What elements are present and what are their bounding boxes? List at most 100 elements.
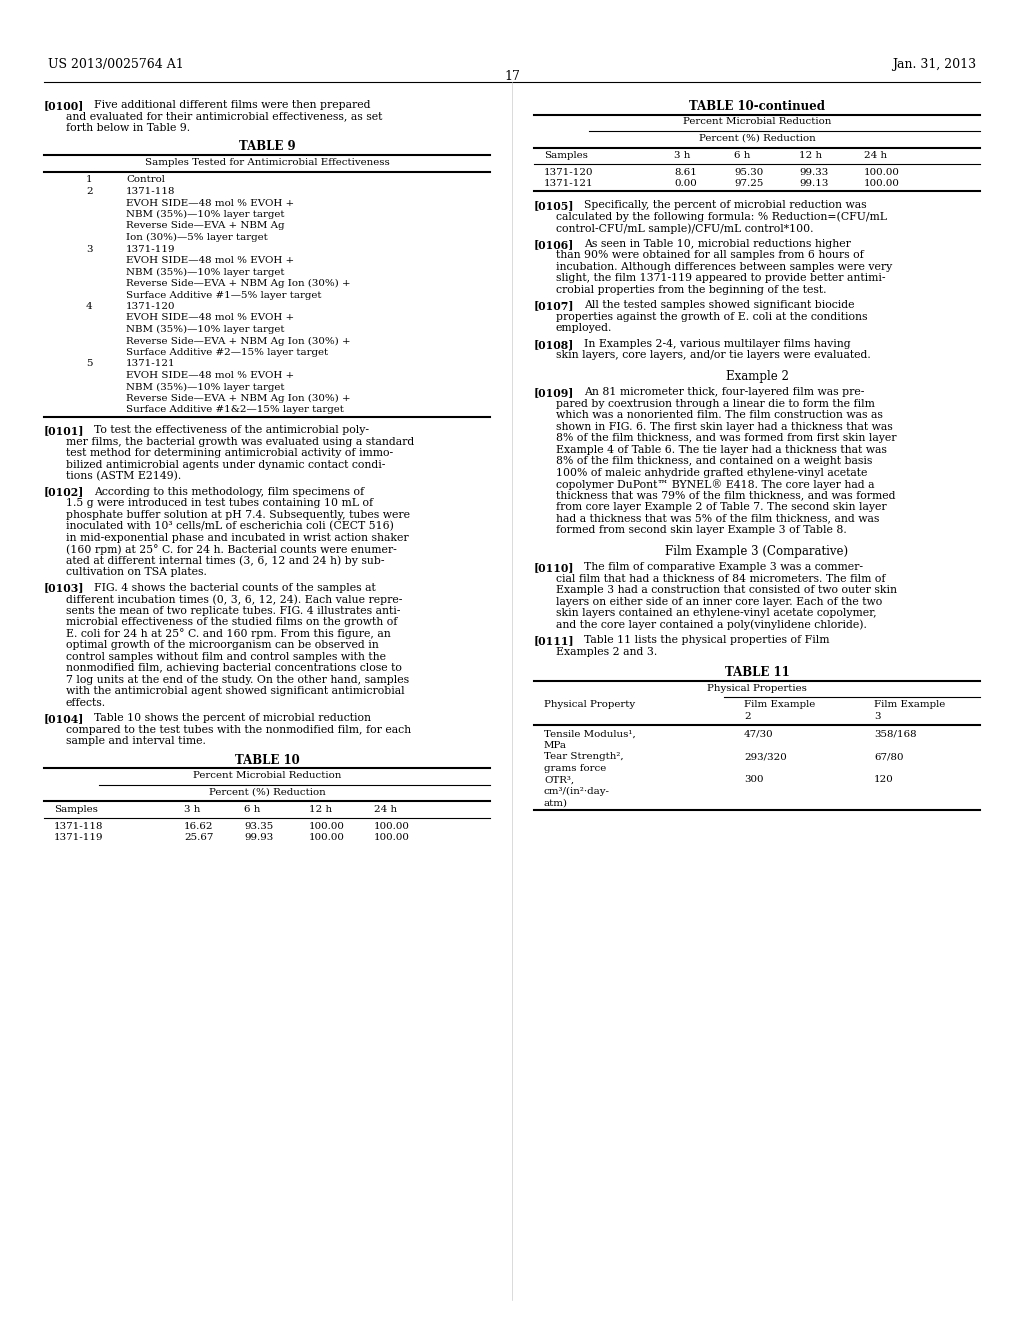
Text: thickness that was 79% of the film thickness, and was formed: thickness that was 79% of the film thick… <box>556 491 896 500</box>
Text: 100.00: 100.00 <box>864 180 900 189</box>
Text: 1371-118: 1371-118 <box>54 821 103 830</box>
Text: [0102]: [0102] <box>44 487 84 498</box>
Text: 1371-120: 1371-120 <box>544 168 594 177</box>
Text: 1371-118: 1371-118 <box>126 187 175 195</box>
Text: 100.00: 100.00 <box>309 833 345 842</box>
Text: 24 h: 24 h <box>374 805 397 814</box>
Text: Ion (30%)—5% layer target: Ion (30%)—5% layer target <box>126 234 267 242</box>
Text: NBM (35%)—10% layer target: NBM (35%)—10% layer target <box>126 383 285 392</box>
Text: 8% of the film thickness, and was formed from first skin layer: 8% of the film thickness, and was formed… <box>556 433 896 444</box>
Text: [0101]: [0101] <box>44 425 85 436</box>
Text: TABLE 10: TABLE 10 <box>234 754 299 767</box>
Text: 47/30: 47/30 <box>744 729 773 738</box>
Text: 100.00: 100.00 <box>374 821 410 830</box>
Text: crobial properties from the beginning of the test.: crobial properties from the beginning of… <box>556 285 826 294</box>
Text: The film of comparative Example 3 was a commer-: The film of comparative Example 3 was a … <box>584 562 863 572</box>
Text: 25.67: 25.67 <box>184 833 213 842</box>
Text: skin layers, core layers, and/or tie layers were evaluated.: skin layers, core layers, and/or tie lay… <box>556 350 870 360</box>
Text: Percent Microbial Reduction: Percent Microbial Reduction <box>193 771 341 780</box>
Text: Samples Tested for Antimicrobial Effectiveness: Samples Tested for Antimicrobial Effecti… <box>144 158 389 168</box>
Text: Surface Additive #1—5% layer target: Surface Additive #1—5% layer target <box>126 290 322 300</box>
Text: 16.62: 16.62 <box>184 821 213 830</box>
Text: 95.30: 95.30 <box>734 168 763 177</box>
Text: from core layer Example 2 of Table 7. The second skin layer: from core layer Example 2 of Table 7. Th… <box>556 502 887 512</box>
Text: Percent (%) Reduction: Percent (%) Reduction <box>698 135 815 143</box>
Text: grams force: grams force <box>544 764 606 772</box>
Text: [0104]: [0104] <box>44 713 84 725</box>
Text: phosphate buffer solution at pH 7.4. Subsequently, tubes were: phosphate buffer solution at pH 7.4. Sub… <box>66 510 410 520</box>
Text: shown in FIG. 6. The first skin layer had a thickness that was: shown in FIG. 6. The first skin layer ha… <box>556 421 893 432</box>
Text: [0111]: [0111] <box>534 635 574 647</box>
Text: ated at different internal times (3, 6, 12 and 24 h) by sub-: ated at different internal times (3, 6, … <box>66 556 384 566</box>
Text: calculated by the following formula: % Reduction=(CFU/mL: calculated by the following formula: % R… <box>556 211 887 222</box>
Text: employed.: employed. <box>556 323 612 333</box>
Text: incubation. Although differences between samples were very: incubation. Although differences between… <box>556 261 892 272</box>
Text: 3: 3 <box>874 711 881 721</box>
Text: 99.13: 99.13 <box>799 180 828 189</box>
Text: Jan. 31, 2013: Jan. 31, 2013 <box>892 58 976 71</box>
Text: atm): atm) <box>544 799 568 808</box>
Text: copolymer DuPont™ BYNEL® E418. The core layer had a: copolymer DuPont™ BYNEL® E418. The core … <box>556 479 874 490</box>
Text: tions (ASTM E2149).: tions (ASTM E2149). <box>66 471 181 482</box>
Text: formed from second skin layer Example 3 of Table 8.: formed from second skin layer Example 3 … <box>556 525 847 535</box>
Text: different incubation times (0, 3, 6, 12, 24). Each value repre-: different incubation times (0, 3, 6, 12,… <box>66 594 402 605</box>
Text: Specifically, the percent of microbial reduction was: Specifically, the percent of microbial r… <box>584 201 866 210</box>
Text: cial film that had a thickness of 84 micrometers. The film of: cial film that had a thickness of 84 mic… <box>556 574 886 583</box>
Text: TABLE 11: TABLE 11 <box>725 667 790 680</box>
Text: 2: 2 <box>86 187 92 195</box>
Text: [0107]: [0107] <box>534 300 574 312</box>
Text: cultivation on TSA plates.: cultivation on TSA plates. <box>66 568 207 577</box>
Text: (160 rpm) at 25° C. for 24 h. Bacterial counts were enumer-: (160 rpm) at 25° C. for 24 h. Bacterial … <box>66 544 396 554</box>
Text: [0108]: [0108] <box>534 339 574 350</box>
Text: Examples 2 and 3.: Examples 2 and 3. <box>556 647 657 657</box>
Text: 7 log units at the end of the study. On the other hand, samples: 7 log units at the end of the study. On … <box>66 675 410 685</box>
Text: and the core layer contained a poly(vinylidene chloride).: and the core layer contained a poly(viny… <box>556 619 867 630</box>
Text: 99.33: 99.33 <box>799 168 828 177</box>
Text: 300: 300 <box>744 775 764 784</box>
Text: 4: 4 <box>86 302 92 312</box>
Text: Film Example: Film Example <box>744 700 815 709</box>
Text: Surface Additive #2—15% layer target: Surface Additive #2—15% layer target <box>126 348 328 356</box>
Text: Samples: Samples <box>544 152 588 161</box>
Text: sents the mean of two replicate tubes. FIG. 4 illustrates anti-: sents the mean of two replicate tubes. F… <box>66 606 400 615</box>
Text: compared to the test tubes with the nonmodified film, for each: compared to the test tubes with the nonm… <box>66 725 411 734</box>
Text: 5: 5 <box>86 359 92 368</box>
Text: Samples: Samples <box>54 805 98 814</box>
Text: 67/80: 67/80 <box>874 752 903 762</box>
Text: inoculated with 10³ cells/mL of escherichia coli (CECT 516): inoculated with 10³ cells/mL of escheric… <box>66 521 394 532</box>
Text: 8.61: 8.61 <box>674 168 697 177</box>
Text: 100.00: 100.00 <box>864 168 900 177</box>
Text: 293/320: 293/320 <box>744 752 786 762</box>
Text: An 81 micrometer thick, four-layered film was pre-: An 81 micrometer thick, four-layered fil… <box>584 387 864 397</box>
Text: bilized antimicrobial agents under dynamic contact condi-: bilized antimicrobial agents under dynam… <box>66 459 385 470</box>
Text: had a thickness that was 5% of the film thickness, and was: had a thickness that was 5% of the film … <box>556 513 880 524</box>
Text: 17: 17 <box>504 70 520 83</box>
Text: E. coli for 24 h at 25° C. and 160 rpm. From this figure, an: E. coli for 24 h at 25° C. and 160 rpm. … <box>66 628 391 639</box>
Text: 1371-121: 1371-121 <box>126 359 176 368</box>
Text: NBM (35%)—10% layer target: NBM (35%)—10% layer target <box>126 210 285 219</box>
Text: mer films, the bacterial growth was evaluated using a standard: mer films, the bacterial growth was eval… <box>66 437 415 446</box>
Text: 1371-119: 1371-119 <box>54 833 103 842</box>
Text: OTR³,: OTR³, <box>544 775 574 784</box>
Text: skin layers contained an ethylene-vinyl acetate copolymer,: skin layers contained an ethylene-vinyl … <box>556 609 877 618</box>
Text: microbial effectiveness of the studied films on the growth of: microbial effectiveness of the studied f… <box>66 616 397 627</box>
Text: 97.25: 97.25 <box>734 180 763 189</box>
Text: cm³/(in²·day-: cm³/(in²·day- <box>544 787 610 796</box>
Text: 1371-121: 1371-121 <box>544 180 594 189</box>
Text: [0106]: [0106] <box>534 239 574 249</box>
Text: 12 h: 12 h <box>799 152 822 161</box>
Text: 100.00: 100.00 <box>309 821 345 830</box>
Text: 2: 2 <box>744 711 751 721</box>
Text: slight, the film 1371-119 appeared to provide better antimi-: slight, the film 1371-119 appeared to pr… <box>556 273 886 284</box>
Text: Five additional different films were then prepared: Five additional different films were the… <box>94 100 371 110</box>
Text: than 90% were obtained for all samples from 6 hours of: than 90% were obtained for all samples f… <box>556 251 864 260</box>
Text: 1.5 g were introduced in test tubes containing 10 mL of: 1.5 g were introduced in test tubes cont… <box>66 498 373 508</box>
Text: properties against the growth of E. coli at the conditions: properties against the growth of E. coli… <box>556 312 867 322</box>
Text: sample and interval time.: sample and interval time. <box>66 737 206 746</box>
Text: nonmodified film, achieving bacterial concentrations close to: nonmodified film, achieving bacterial co… <box>66 663 401 673</box>
Text: Reverse Side—EVA + NBM Ag Ion (30%) +: Reverse Side—EVA + NBM Ag Ion (30%) + <box>126 279 350 288</box>
Text: test method for determining antimicrobial activity of immo-: test method for determining antimicrobia… <box>66 447 393 458</box>
Text: 120: 120 <box>874 775 894 784</box>
Text: 24 h: 24 h <box>864 152 887 161</box>
Text: Control: Control <box>126 176 165 185</box>
